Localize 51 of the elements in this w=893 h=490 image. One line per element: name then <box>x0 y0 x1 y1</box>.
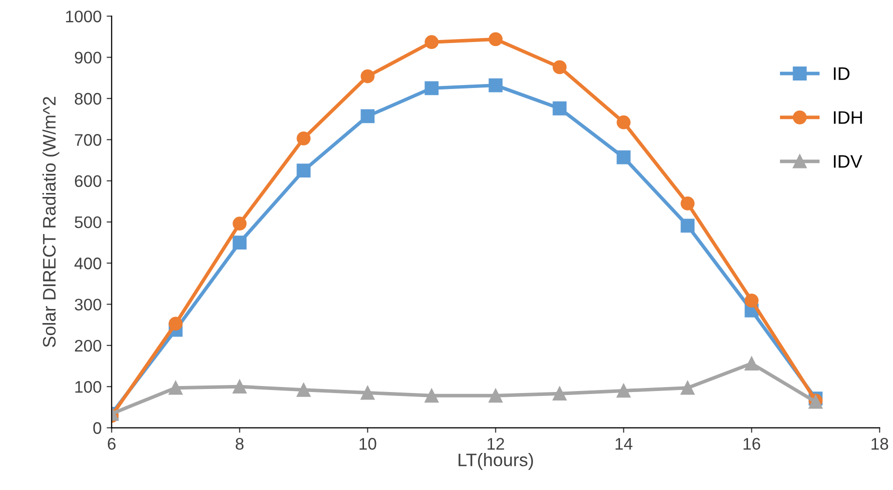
point <box>488 388 503 403</box>
y-tick-label: 100 <box>75 381 102 393</box>
point <box>168 380 183 395</box>
y-tick-label: 500 <box>74 216 102 228</box>
point <box>360 109 375 124</box>
y-tick-label: 700 <box>74 134 102 146</box>
point <box>168 316 183 331</box>
point <box>296 382 311 397</box>
point <box>552 386 567 401</box>
point <box>744 356 759 371</box>
x-axis-title: LT(hours) <box>458 453 533 470</box>
legend-label: ID <box>834 67 850 80</box>
x-tick-label: 18 <box>872 438 888 450</box>
y-axis-title: Solar DIRECT Radiatio (W/m^2 <box>42 96 60 348</box>
point <box>488 32 503 46</box>
point <box>616 150 631 164</box>
point <box>296 131 311 146</box>
point <box>232 236 247 250</box>
x-tick-label: 14 <box>616 438 632 450</box>
point <box>360 69 375 84</box>
legend-label: IDV <box>834 155 862 168</box>
point <box>616 115 631 130</box>
x-tick-label: 10 <box>360 438 376 450</box>
point <box>680 380 695 395</box>
point <box>424 388 439 403</box>
point <box>424 81 439 96</box>
point <box>552 60 567 74</box>
point <box>616 384 631 398</box>
point <box>232 380 247 394</box>
legend-label: IDH <box>834 111 862 124</box>
y-tick-label: 0 <box>93 422 102 434</box>
point <box>296 164 311 178</box>
point <box>680 218 695 233</box>
y-tick-label: 800 <box>74 92 102 105</box>
x-tick-label: 16 <box>744 438 760 450</box>
point <box>744 294 759 308</box>
point <box>424 35 439 50</box>
y-tick-label: 600 <box>74 175 102 188</box>
y-tick-label: 300 <box>74 298 102 310</box>
x-tick-label: 6 <box>108 438 116 450</box>
point <box>360 386 375 400</box>
y-tick-label: 900 <box>74 52 102 64</box>
x-tick-label: 12 <box>488 438 504 450</box>
point <box>552 101 567 116</box>
y-tick-label: 400 <box>74 258 102 270</box>
point <box>488 78 503 92</box>
point <box>232 216 247 231</box>
y-tick-label: 1000 <box>66 10 102 22</box>
x-tick-label: 8 <box>236 438 244 450</box>
y-tick-label: 200 <box>74 340 102 352</box>
point <box>680 196 695 210</box>
